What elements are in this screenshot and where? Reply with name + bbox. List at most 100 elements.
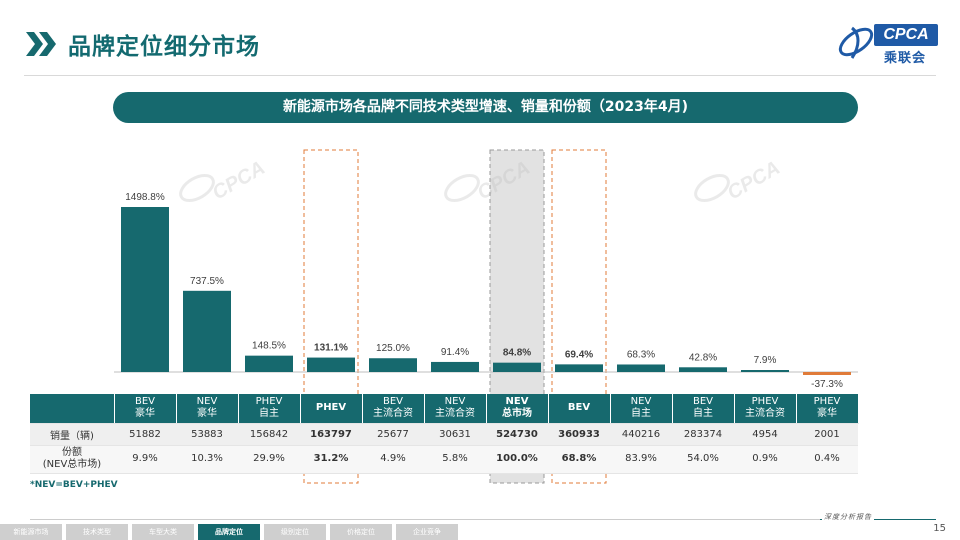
- bar-4: [369, 358, 417, 372]
- bar-value-label: 737.5%: [190, 276, 224, 287]
- table-cell-sales: 283374: [672, 423, 734, 446]
- table-header-cell: BEV 主流合资: [362, 394, 425, 424]
- footer-divider: [30, 519, 864, 520]
- table-cell-sales: 440216: [610, 423, 672, 446]
- cpca-watermark: CPCA: [440, 157, 550, 218]
- table-cell-share: 5.8%: [424, 445, 486, 474]
- bar-9: [679, 367, 727, 372]
- table-cell-sales: 25677: [362, 423, 424, 446]
- bar-value-label: 84.8%: [503, 348, 531, 359]
- table-header-cell: PHEV 豪华: [796, 394, 859, 424]
- nav-tab-3[interactable]: 品牌定位: [198, 524, 260, 540]
- row-label-sales: 销量（辆): [30, 423, 114, 446]
- table-header-cell: NEV 自主: [610, 394, 673, 424]
- table-header-text: 主流合资: [373, 408, 413, 420]
- logo-subtext: 乘联会: [884, 51, 927, 66]
- bar-1: [183, 290, 231, 372]
- cpca-logo: CPCA 乘联会: [834, 20, 940, 66]
- nav-tab-5[interactable]: 价格定位: [330, 524, 392, 540]
- page-number: 15: [933, 523, 946, 534]
- table-header-corner: [30, 394, 115, 424]
- bar-value-label: 69.4%: [565, 349, 593, 360]
- double-chevron-icon: [24, 29, 60, 59]
- table-header-text: BEV: [567, 402, 591, 414]
- bar-value-label: 125.0%: [376, 343, 410, 354]
- table-cell-share: 10.3%: [176, 445, 238, 474]
- table-cell-share: 29.9%: [238, 445, 300, 474]
- table-header-text: 自主: [693, 408, 713, 420]
- table-header-text: 主流合资: [745, 408, 785, 420]
- table-header-cell: NEV 主流合资: [424, 394, 487, 424]
- nav-tab-6[interactable]: 企业竞争: [396, 524, 458, 540]
- table-cell-share: 31.2%: [300, 445, 362, 474]
- table-header-text: 自主: [259, 408, 279, 420]
- chart-title-banner: 新能源市场各品牌不同技术类型增速、销量和份额（2023年4月): [113, 92, 858, 123]
- cpca-logo-mark-icon: [838, 26, 874, 59]
- table-cell-sales: 51882: [114, 423, 176, 446]
- table-cell-sales: 2001: [796, 423, 858, 446]
- nav-tab-0[interactable]: 新能源市场: [0, 524, 62, 540]
- table-cell-share: 83.9%: [610, 445, 672, 474]
- table-header-text: 豪华: [817, 408, 837, 420]
- footer-accent-divider: [820, 519, 936, 520]
- table-header-text: PHEV: [751, 396, 779, 408]
- highlight-dashed-box: [551, 149, 607, 484]
- page-header: 品牌定位细分市场: [24, 26, 260, 62]
- table-cell-sales: 524730: [486, 423, 548, 446]
- nav-tab-1[interactable]: 技术类型: [66, 524, 128, 540]
- table-header-cell: NEV 总市场: [486, 394, 549, 424]
- bar-6: [493, 362, 541, 372]
- table-header-cell: BEV 豪华: [114, 394, 177, 424]
- table-header-text: NEV: [505, 396, 529, 408]
- table-header-row: BEV 豪华 NEV 豪华 PHEV 自主 PHEV BEV 主流合资 NEV 主流合资 NEV 总市场…: [30, 394, 859, 424]
- table-header-text: PHEV: [255, 396, 283, 408]
- nav-tab-2[interactable]: 车型大类: [132, 524, 194, 540]
- bar-value-label: 131.1%: [314, 343, 348, 354]
- bar-11: [803, 372, 851, 375]
- table-cell-sales: 156842: [238, 423, 300, 446]
- table-header-text: BEV: [382, 396, 404, 408]
- section-nav: 新能源市场 技术类型 车型大类 品牌定位 级别定位 价格定位 企业竞争: [0, 524, 462, 540]
- bar-5: [431, 361, 479, 372]
- bar-value-label: -37.3%: [811, 379, 843, 390]
- table-header-cell: PHEV: [300, 394, 363, 424]
- bar-7: [555, 364, 603, 372]
- page-title: 品牌定位细分市场: [68, 34, 260, 60]
- table-header-text: BEV: [134, 396, 156, 408]
- sales-share-table: BEV 豪华 NEV 豪华 PHEV 自主 PHEV BEV 主流合资 NEV 主流合资 NEV 总市场…: [30, 394, 859, 474]
- table-header-text: NEV: [196, 396, 218, 408]
- table-cell-share: 0.4%: [796, 445, 858, 474]
- table-cell-share: 54.0%: [672, 445, 734, 474]
- bar-10: [741, 370, 789, 372]
- bar-value-label: 42.8%: [689, 352, 717, 363]
- row-label-share: 份额: [62, 447, 82, 458]
- cpca-watermark: CPCA: [690, 157, 800, 218]
- table-row-sales: 销量（辆) 51882 53883 156842 163797 25677 30631 524…: [30, 423, 858, 446]
- bar-value-label: 91.4%: [441, 347, 469, 358]
- table-cell-share: 9.9%: [114, 445, 176, 474]
- report-label: 深度分析报告: [822, 512, 874, 522]
- header-divider: [24, 75, 936, 76]
- highlight-dashed-box: [303, 149, 359, 484]
- cpca-watermark: CPCA: [175, 157, 285, 218]
- table-header-text: 总市场: [502, 408, 532, 420]
- table-header-cell: NEV 豪华: [176, 394, 239, 424]
- table-header-text: BEV: [692, 396, 714, 408]
- table-cell-sales: 4954: [734, 423, 796, 446]
- bar-3: [307, 357, 355, 372]
- bar-value-label: 68.3%: [627, 349, 655, 360]
- table-row-share: 份额 (NEV总市场) 9.9% 10.3% 29.9% 31.2% 4.9% 5.8% 100…: [30, 445, 858, 474]
- table-cell-share: 4.9%: [362, 445, 424, 474]
- table-cell-share: 68.8%: [548, 445, 610, 474]
- table-header-text: PHEV: [813, 396, 841, 408]
- footnote: *NEV=BEV+PHEV: [30, 480, 118, 490]
- table-header-text: 豪华: [197, 408, 217, 420]
- bar-value-label: 1498.8%: [125, 192, 165, 203]
- row-label-share-sub: (NEV总市场): [42, 459, 102, 470]
- table-header-cell: BEV: [548, 394, 611, 424]
- table-header-cell: BEV 自主: [672, 394, 735, 424]
- table-header-text: PHEV: [315, 402, 347, 414]
- table-cell-sales: 163797: [300, 423, 362, 446]
- table-header-text: 主流合资: [435, 408, 475, 420]
- nav-tab-4[interactable]: 级别定位: [264, 524, 326, 540]
